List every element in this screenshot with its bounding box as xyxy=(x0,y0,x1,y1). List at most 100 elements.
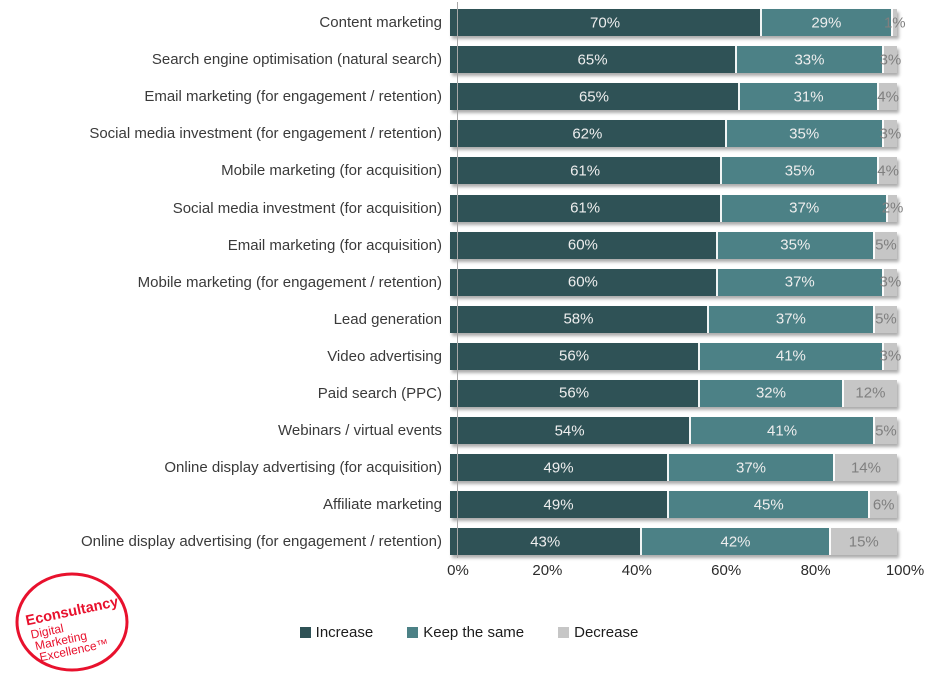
bar-track: 56% 32% 12% xyxy=(450,379,897,407)
segment-value-label: 61% xyxy=(570,162,601,180)
x-axis-tick: 20% xyxy=(532,562,563,579)
category-label: Online display advertising (for acquisit… xyxy=(164,459,442,477)
segment-value-label: 32% xyxy=(755,384,786,402)
legend-swatch-icon xyxy=(299,627,311,638)
segment-value-label: 43% xyxy=(530,533,561,551)
segment-value-label: 35% xyxy=(780,236,811,254)
bar-segment-keep: 37% xyxy=(706,305,873,333)
bar-segment-increase: 70% xyxy=(450,9,761,37)
segment-value-label: 45% xyxy=(753,496,784,514)
x-axis-tick: 0% xyxy=(447,562,469,579)
segment-value-label: 5% xyxy=(875,236,897,254)
x-axis-tick: 60% xyxy=(711,562,742,579)
segment-value-label: 37% xyxy=(784,273,815,291)
bar-track: 49% 37% 14% xyxy=(450,454,897,482)
bar-segment-keep: 35% xyxy=(715,231,873,259)
bar-row: Lead generation 58% 37% 5% xyxy=(0,301,938,338)
category-label: Social media investment (for engagement … xyxy=(89,125,442,143)
bar-segment-keep: 37% xyxy=(667,454,833,482)
bar-track: 43% 42% 15% xyxy=(450,528,897,556)
bar-segment-decrease: 4% xyxy=(877,83,899,111)
bar-row: Online display advertising (for engageme… xyxy=(0,523,938,560)
bar-segment-keep: 31% xyxy=(737,83,878,111)
segment-value-label: 3% xyxy=(879,273,902,291)
segment-value-label: 33% xyxy=(794,51,825,69)
bar-row: Content marketing 70% 29% 1% xyxy=(0,4,938,41)
bar-segment-keep: 33% xyxy=(735,46,882,74)
bar-rows: Content marketing 70% 29% 1% Search engine o… xyxy=(0,4,938,560)
bar-segment-increase: 56% xyxy=(450,342,699,370)
segment-value-label: 5% xyxy=(875,422,897,440)
bar-segment-keep: 35% xyxy=(720,157,878,185)
segment-value-label: 12% xyxy=(855,384,886,402)
segment-value-label: 3% xyxy=(879,51,902,69)
segment-value-label: 49% xyxy=(543,496,574,514)
legend-item-decrease: Decrease xyxy=(558,624,638,641)
segment-value-label: 49% xyxy=(543,459,574,477)
bar-segment-decrease: 3% xyxy=(880,120,901,148)
bar-track: 61% 35% 4% xyxy=(450,157,899,185)
econsultancy-logo: Econsultancy Digital Marketing Excellenc… xyxy=(12,572,138,674)
bar-segment-increase: 49% xyxy=(450,491,668,519)
category-label: Online display advertising (for engageme… xyxy=(80,533,442,551)
segment-value-label: 2% xyxy=(881,199,904,217)
bar-segment-increase: 49% xyxy=(450,454,668,482)
category-label: Mobile marketing (for engagement / reten… xyxy=(137,273,442,291)
bar-segment-decrease: 5% xyxy=(872,305,897,333)
bar-segment-increase: 65% xyxy=(450,46,736,74)
segment-value-label: 31% xyxy=(793,88,824,106)
x-axis-tick: 100% xyxy=(885,562,925,579)
category-label: Content marketing xyxy=(319,14,442,32)
x-axis-tick: 80% xyxy=(800,562,831,579)
bar-segment-decrease: 5% xyxy=(872,417,897,445)
category-label: Mobile marketing (for acquisition) xyxy=(221,162,442,180)
bar-segment-keep: 35% xyxy=(724,120,882,148)
bar-segment-keep: 41% xyxy=(689,417,873,445)
bar-row: Mobile marketing (for acquisition) 61% 35%… xyxy=(0,152,938,189)
bar-segment-keep: 32% xyxy=(698,379,842,407)
segment-value-label: 35% xyxy=(784,162,815,180)
bar-track: 54% 41% 5% xyxy=(450,417,897,445)
segment-value-label: 5% xyxy=(875,310,897,328)
segment-value-label: 37% xyxy=(775,310,806,328)
bar-segment-decrease: 12% xyxy=(841,379,897,407)
bar-track: 60% 35% 5% xyxy=(450,231,897,259)
segment-value-label: 35% xyxy=(789,125,820,143)
bar-segment-increase: 43% xyxy=(450,528,641,556)
category-label: Email marketing (for engagement / retent… xyxy=(144,88,442,106)
category-label: Social media investment (for acquisition… xyxy=(172,199,442,217)
bar-row: Mobile marketing (for engagement / reten… xyxy=(0,264,938,301)
bar-segment-decrease: 1% xyxy=(884,9,906,37)
legend-swatch-icon xyxy=(558,627,570,638)
bar-segment-keep: 41% xyxy=(698,342,882,370)
x-axis: 0% 20% 40% 60% 80% 100% xyxy=(447,562,924,582)
segment-value-label: 15% xyxy=(848,533,879,551)
bar-segment-increase: 60% xyxy=(450,268,716,296)
segment-value-label: 41% xyxy=(767,422,798,440)
bar-track: 60% 37% 3% xyxy=(450,268,901,296)
legend-item-increase: Increase xyxy=(299,624,373,641)
segment-value-label: 60% xyxy=(567,273,598,291)
category-label: Webinars / virtual events xyxy=(278,422,442,440)
segment-value-label: 4% xyxy=(877,162,899,180)
segment-value-label: 60% xyxy=(567,236,598,254)
legend-label: Keep the same xyxy=(423,624,525,641)
segment-value-label: 6% xyxy=(872,496,895,514)
bar-track: 62% 35% 3% xyxy=(450,120,901,148)
bar-segment-decrease: 6% xyxy=(868,491,897,519)
logo-line-2: Digital xyxy=(29,621,65,642)
bar-segment-decrease: 4% xyxy=(877,157,899,185)
bar-segment-keep: 37% xyxy=(720,194,887,222)
logo-line-1: Econsultancy xyxy=(24,594,120,629)
bar-row: Social media investment (for engagement … xyxy=(0,115,938,152)
segment-value-label: 4% xyxy=(877,88,899,106)
segment-value-label: 37% xyxy=(789,199,820,217)
segment-value-label: 62% xyxy=(572,125,603,143)
bar-track: 61% 37% 2% xyxy=(450,194,903,222)
bar-track: 65% 31% 4% xyxy=(450,83,899,111)
bar-track: 56% 41% 3% xyxy=(450,342,901,370)
segment-value-label: 3% xyxy=(879,347,902,365)
segment-value-label: 14% xyxy=(850,459,881,477)
segment-value-label: 37% xyxy=(736,459,767,477)
